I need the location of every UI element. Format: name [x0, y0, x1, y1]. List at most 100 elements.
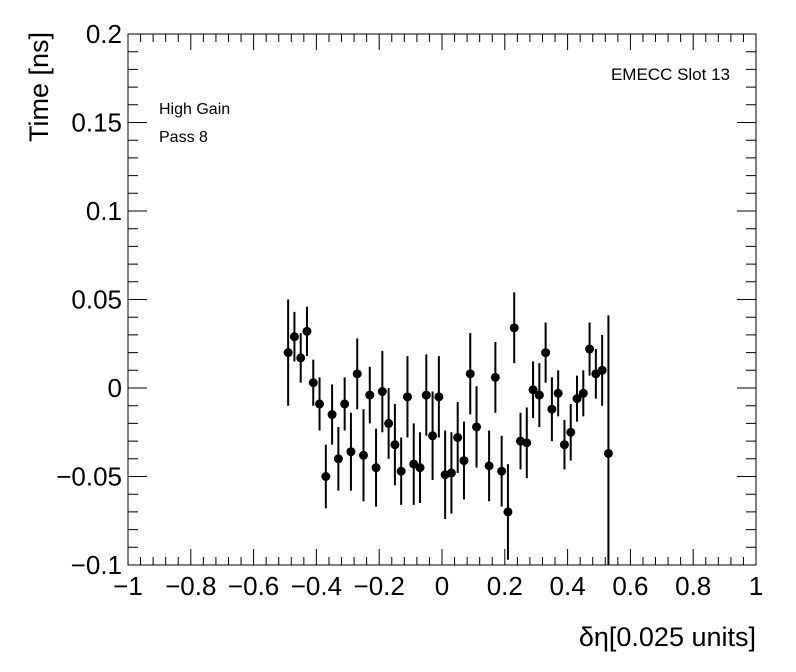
marker — [352, 369, 362, 379]
marker — [497, 466, 507, 476]
data-point — [283, 299, 293, 406]
data-point — [490, 341, 500, 413]
data-point — [603, 315, 613, 565]
data-point — [553, 370, 563, 417]
marker — [534, 390, 544, 400]
y-tick-label: 0.2 — [86, 19, 122, 49]
annotation-gain: High Gain — [159, 101, 230, 118]
data-point — [409, 423, 419, 505]
data-point — [428, 391, 438, 481]
marker — [321, 472, 331, 481]
data-point — [396, 437, 406, 505]
data-point — [434, 356, 444, 438]
data-point — [591, 349, 601, 399]
data-point — [390, 403, 400, 486]
data-point — [465, 333, 475, 415]
data-point — [497, 435, 507, 507]
data-point — [585, 322, 595, 376]
x-tick-label: −0.4 — [291, 571, 342, 601]
marker — [459, 456, 469, 466]
data-point — [534, 363, 544, 427]
data-point — [484, 430, 494, 502]
data-point — [547, 377, 557, 442]
marker — [365, 390, 375, 400]
marker — [465, 369, 475, 379]
data-point — [446, 432, 456, 514]
x-tick-label: 0.8 — [675, 571, 711, 601]
data-point — [333, 426, 343, 491]
marker — [333, 454, 343, 464]
axis-tick-labels: −1 −0.8 −0.6 −0.4 −0.2 0 0.2 0.4 0.6 0.8 1 −0.1 −0.0… — [56, 19, 763, 601]
data-point — [321, 444, 331, 509]
data-point — [503, 464, 513, 560]
data-point — [315, 377, 325, 431]
marker — [315, 399, 325, 409]
marker — [296, 353, 306, 363]
x-tick-label: −0.8 — [165, 571, 216, 601]
marker — [434, 392, 444, 402]
marker — [421, 390, 431, 400]
x-tick-label: 0 — [435, 571, 449, 601]
data-point — [371, 428, 381, 507]
marker — [597, 365, 607, 375]
marker — [308, 378, 318, 388]
marker — [490, 372, 500, 382]
marker — [509, 323, 519, 333]
marker — [566, 427, 576, 437]
data-point — [415, 432, 425, 504]
marker — [541, 348, 551, 358]
y-tick-label: 0.1 — [86, 196, 122, 226]
x-tick-label: −0.2 — [354, 571, 405, 601]
y-tick-label: 0 — [108, 373, 122, 403]
marker — [578, 388, 588, 398]
data-point — [509, 292, 519, 364]
data-point — [566, 403, 576, 461]
marker — [289, 332, 299, 342]
y-tick-label: −0.05 — [56, 462, 122, 492]
marker — [384, 418, 394, 428]
data-point — [340, 377, 350, 431]
marker — [283, 348, 293, 358]
x-tick-label: 1 — [749, 571, 763, 601]
marker — [472, 422, 482, 432]
marker — [553, 388, 563, 398]
marker — [390, 440, 400, 450]
marker — [402, 392, 412, 402]
marker — [453, 433, 463, 443]
data-point — [365, 366, 375, 424]
marker — [327, 410, 337, 420]
marker — [547, 404, 557, 414]
marker — [603, 448, 613, 458]
x-tick-label: −1 — [113, 571, 143, 601]
data-point — [377, 350, 387, 433]
data-point — [308, 359, 318, 406]
y-tick-label: 0.15 — [71, 108, 122, 138]
marker — [428, 431, 438, 441]
marker — [572, 394, 582, 404]
data-point — [528, 361, 538, 419]
data-point — [346, 412, 356, 491]
marker — [503, 507, 513, 517]
data-point — [559, 419, 569, 470]
data-points — [283, 292, 613, 565]
x-tick-label: 0.2 — [487, 571, 523, 601]
y-axis-title: Time [ns] — [24, 32, 54, 142]
marker — [585, 344, 595, 354]
data-point — [421, 354, 431, 436]
data-point — [359, 409, 368, 502]
x-tick-label: 0.6 — [612, 571, 648, 601]
data-point — [597, 334, 607, 406]
marker — [346, 447, 356, 457]
data-point — [352, 338, 362, 410]
marker — [396, 466, 406, 476]
x-tick-label: −0.6 — [228, 571, 279, 601]
data-point — [289, 311, 299, 362]
marker — [528, 385, 538, 395]
data-point — [453, 402, 463, 473]
marker — [559, 440, 569, 450]
data-point — [459, 421, 469, 500]
data-point — [472, 386, 482, 468]
annotation-pass: Pass 8 — [159, 129, 208, 146]
data-point — [572, 375, 582, 422]
